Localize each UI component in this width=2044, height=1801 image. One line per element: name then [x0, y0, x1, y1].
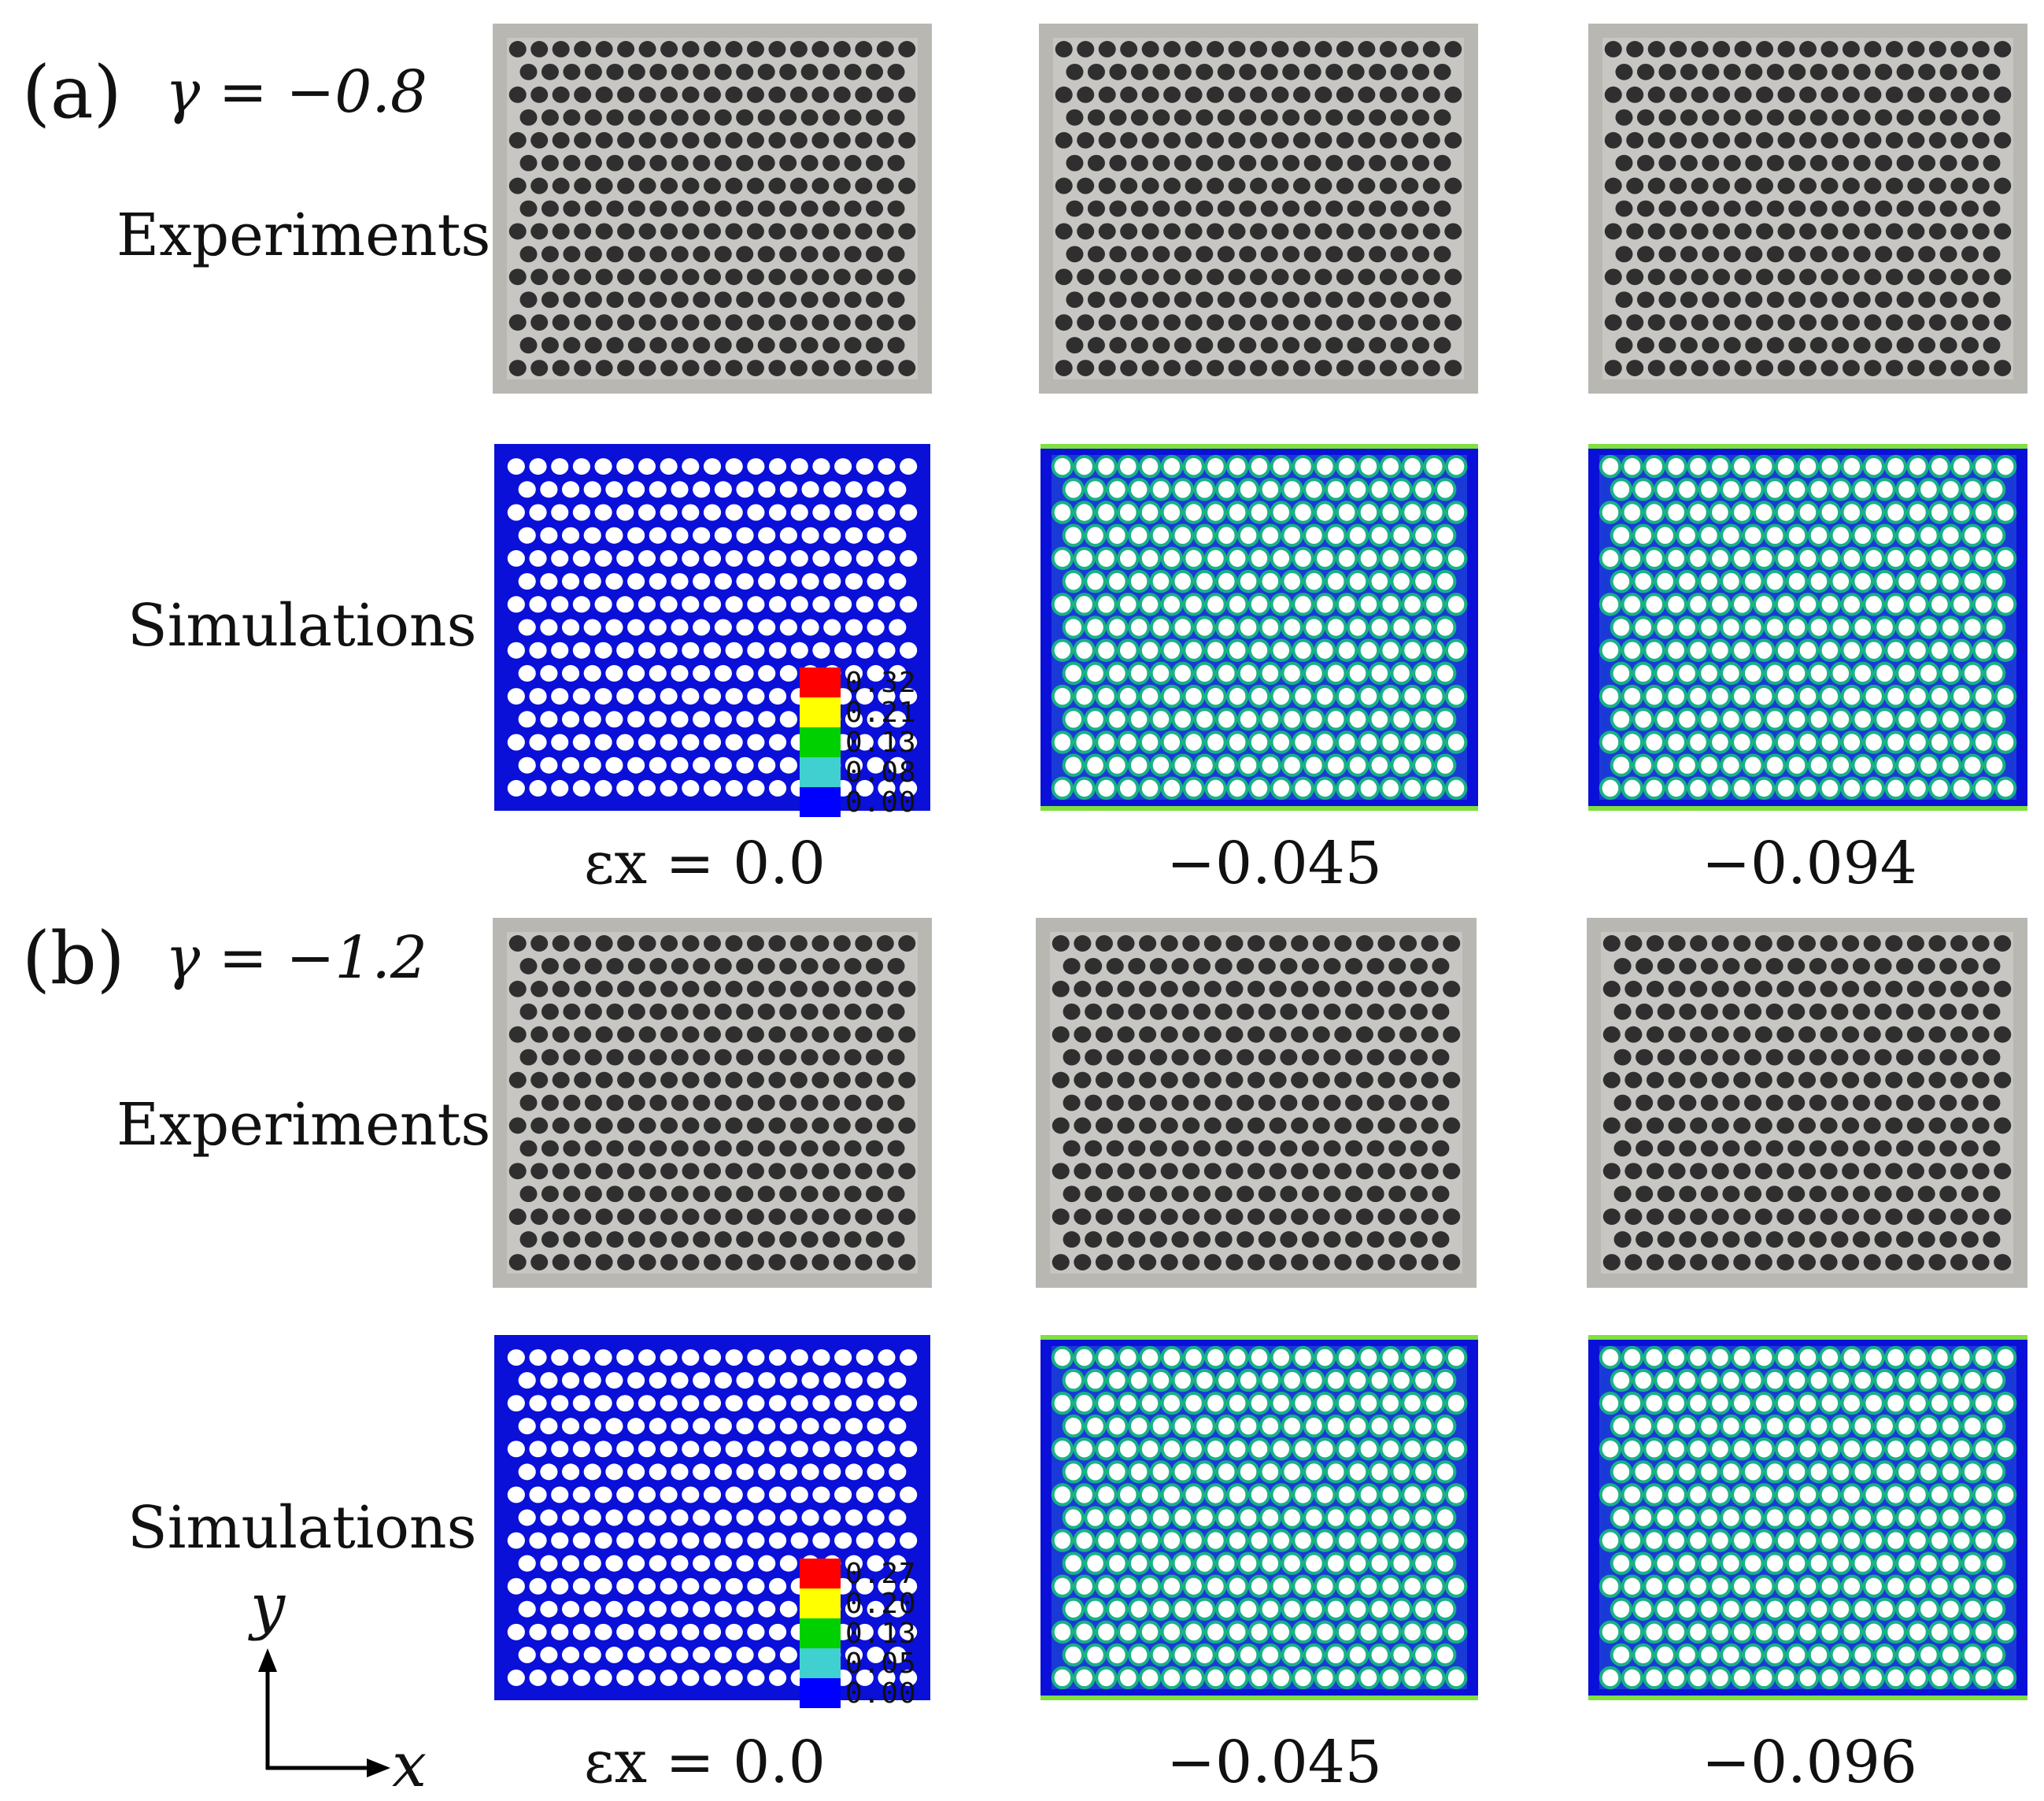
axes-indicator: [258, 1648, 390, 1777]
colorbar-tick: 0.32: [845, 666, 917, 699]
panel-a-strain-1: εx = 0.0: [584, 830, 826, 897]
y-axis-arrowhead: [258, 1648, 277, 1672]
colorbar-tick: 0.00: [845, 786, 917, 819]
panel-b-strain-1: εx = 0.0: [584, 1729, 826, 1796]
panel-a-simulations-label: Simulations: [128, 592, 477, 660]
colorbar-swatch: [800, 668, 841, 697]
panel-b-strain-3: −0.096: [1702, 1729, 1917, 1796]
panel-b-experiment-image-1: [493, 918, 932, 1288]
colorbar-swatch: [800, 1618, 841, 1648]
panel-a-experiments-label: Experiments: [116, 202, 491, 269]
colorbar-tick: 0.00: [845, 1677, 917, 1710]
panel-b-label: (b): [22, 916, 125, 1000]
panel-a-strain-3: −0.094: [1702, 830, 1917, 897]
panel-a-experiment-image-3: [1588, 24, 2027, 394]
panel-b-experiments-label: Experiments: [116, 1091, 491, 1159]
colorbar-tick: 0.21: [845, 696, 917, 729]
colorbar-swatch: [800, 1588, 841, 1618]
panel-a-colorbar: 0.32 0.21 0.13 0.08 0.00: [800, 666, 941, 819]
colorbar-swatch: [800, 1648, 841, 1678]
colorbar-swatch: [800, 757, 841, 787]
x-axis-label: x: [392, 1730, 427, 1801]
colorbar-swatch: [800, 727, 841, 757]
colorbar-tick: 0.20: [845, 1587, 917, 1620]
colorbar-swatch: [800, 1678, 841, 1708]
colorbar-tick: 0.08: [845, 756, 917, 789]
colorbar-tick: 0.13: [845, 1617, 917, 1650]
colorbar-swatch: [800, 1559, 841, 1588]
colorbar-tick: 0.27: [845, 1557, 917, 1590]
panel-a-simulation-image-3: [1588, 444, 2027, 811]
panel-b-simulation-image-2: [1040, 1335, 1478, 1700]
panel-b-simulation-image-1: [494, 1335, 930, 1700]
panel-a-strain-2: −0.045: [1166, 830, 1382, 897]
panel-b-colorbar: 0.27 0.20 0.13 0.05 0.00: [800, 1557, 941, 1710]
panel-a-label: (a): [22, 50, 122, 135]
colorbar-tick: 0.05: [845, 1647, 917, 1680]
panel-b-gamma: γ = −1.2: [165, 924, 427, 992]
panel-a-simulation-image-1: [494, 444, 930, 811]
x-axis-arrowhead: [367, 1758, 390, 1777]
panel-a-experiment-image-1: [493, 24, 932, 394]
panel-a-gamma: γ = −0.8: [165, 58, 427, 126]
panel-b-experiment-image-2: [1036, 918, 1477, 1288]
panel-a-experiment-image-2: [1039, 24, 1478, 394]
panel-b-simulation-image-3: [1588, 1335, 2027, 1700]
colorbar-swatch: [800, 697, 841, 727]
colorbar-tick: 0.13: [845, 726, 917, 759]
y-axis-label: y: [250, 1571, 286, 1642]
panel-b-simulations-label: Simulations: [128, 1494, 477, 1562]
panel-b-experiment-image-3: [1587, 918, 2027, 1288]
panel-a-simulation-image-2: [1040, 444, 1478, 811]
panel-b-strain-2: −0.045: [1166, 1729, 1382, 1796]
colorbar-swatch: [800, 787, 841, 817]
